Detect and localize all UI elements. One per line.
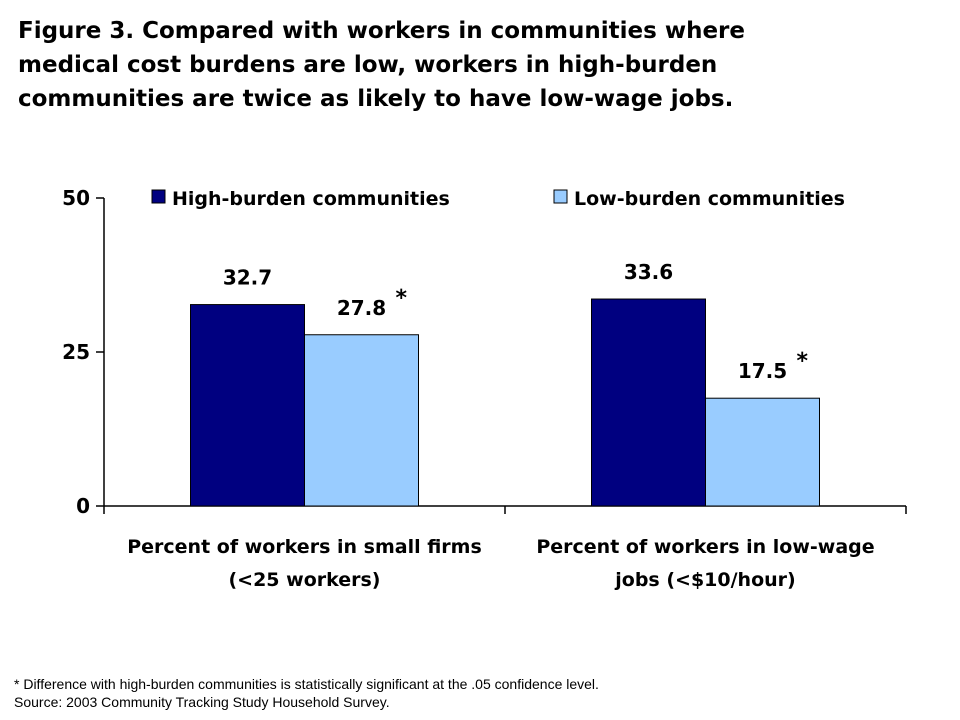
legend-label-low-burden: Low-burden communities bbox=[574, 188, 845, 210]
bar-high-burden-2 bbox=[591, 298, 706, 507]
x-category-label-1-line-1: Percent of workers in small firms bbox=[127, 536, 482, 558]
x-category-label-1-line-2: (<25 workers) bbox=[228, 569, 380, 591]
y-tick-label-0: 0 bbox=[76, 494, 90, 518]
data-label-high-burden-1: 32.7 bbox=[223, 266, 272, 290]
bar-low-burden-1 bbox=[304, 334, 419, 507]
y-tick-label-2: 50 bbox=[62, 186, 90, 210]
legend-swatch-low-burden bbox=[553, 189, 568, 204]
legend-label-high-burden: High-burden communities bbox=[172, 188, 450, 210]
data-label-low-burden-2: 17.5 bbox=[738, 359, 787, 383]
x-category-label-2-line-1: Percent of workers in low-wage bbox=[536, 536, 874, 558]
title-line-3: communities are twice as likely to have … bbox=[18, 86, 734, 112]
chart-title: Figure 3. Compared with workers in commu… bbox=[18, 14, 918, 116]
source-note: Source: 2003 Community Tracking Study Ho… bbox=[14, 694, 390, 710]
y-tick-label-1: 25 bbox=[62, 340, 90, 364]
bar-low-burden-2 bbox=[705, 397, 820, 507]
title-line-2: medical cost burdens are low, workers in… bbox=[18, 52, 718, 78]
significance-marker-2: * bbox=[797, 349, 809, 374]
data-label-high-burden-2: 33.6 bbox=[624, 260, 673, 284]
significance-marker-1: * bbox=[396, 286, 408, 311]
legend-swatch-high-burden bbox=[151, 189, 166, 204]
bar-chart: 0 25 50 32.7 27.8 * Percent of workers in smal… bbox=[62, 186, 907, 591]
data-label-low-burden-1: 27.8 bbox=[337, 296, 386, 320]
bar-high-burden-1 bbox=[190, 304, 305, 507]
footnote: * Difference with high-burden communitie… bbox=[14, 676, 599, 692]
x-category-label-2-line-2: jobs (<$10/hour) bbox=[614, 569, 795, 591]
chart-notes: * Difference with high-burden communitie… bbox=[14, 675, 599, 711]
title-line-1: Figure 3. Compared with workers in commu… bbox=[18, 18, 745, 44]
